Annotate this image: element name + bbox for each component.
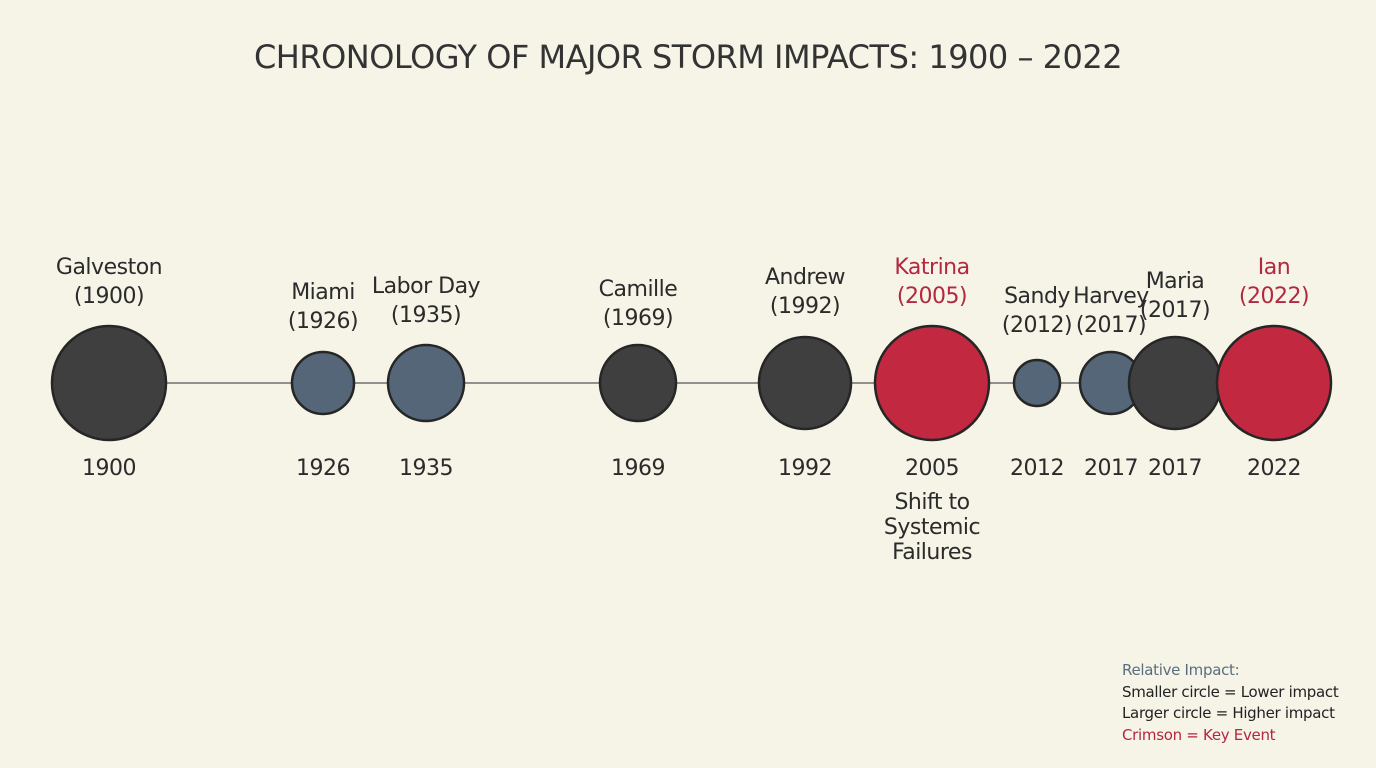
event-note-katrina: Shift to (894, 490, 969, 515)
legend-key-event: Crimson = Key Event (1122, 725, 1276, 744)
event-circle-galveston (50, 324, 168, 442)
event-circle-miami (290, 350, 356, 416)
event-year-label-labor-day: (1935) (391, 303, 461, 328)
event-year-label-galveston: (1900) (74, 284, 144, 309)
event-name-labor-day: Labor Day (372, 274, 481, 299)
event-name-maria: Maria (1146, 269, 1205, 294)
event-circle-sandy (1012, 358, 1062, 408)
event-name-miami: Miami (291, 280, 355, 305)
axis-year-andrew: 1992 (778, 456, 832, 481)
axis-year-ian: 2022 (1247, 456, 1301, 481)
axis-year-camille: 1969 (611, 456, 665, 481)
legend-small-circle: Smaller circle = Lower impact (1122, 682, 1339, 701)
event-name-andrew: Andrew (765, 265, 846, 290)
legend-title: Relative Impact: (1122, 661, 1240, 679)
legend: Relative Impact: Smaller circle = Lower … (1122, 660, 1372, 746)
event-year-label-katrina: (2005) (897, 284, 967, 309)
event-circle-andrew (757, 335, 853, 431)
event-year-label-camille: (1969) (603, 306, 673, 331)
event-circle-katrina (873, 324, 991, 442)
event-year-label-maria: (2017) (1140, 298, 1210, 323)
event-name-ian: Ian (1258, 255, 1290, 280)
event-year-label-miami: (1926) (288, 309, 358, 334)
axis-year-katrina: 2005 (905, 456, 959, 481)
event-year-label-harvey: (2017) (1076, 313, 1146, 338)
event-label-layer: Galveston (1900) 1900 Miami (1926) 1926 Labor … (56, 255, 1310, 565)
event-name-sandy: Sandy (1004, 284, 1070, 309)
event-circle-camille (598, 343, 678, 423)
event-note-katrina: Failures (892, 540, 972, 565)
event-name-galveston: Galveston (56, 255, 162, 280)
axis-year-harvey: 2017 (1084, 456, 1138, 481)
event-year-label-ian: (2022) (1239, 284, 1309, 309)
event-circle-maria (1127, 335, 1223, 431)
event-circle-layer (50, 324, 1333, 442)
axis-year-galveston: 1900 (82, 456, 136, 481)
event-year-label-andrew: (1992) (770, 294, 840, 319)
event-note-katrina: Systemic (884, 515, 980, 540)
event-circle-labor-day (386, 343, 466, 423)
event-name-katrina: Katrina (894, 255, 969, 280)
axis-year-miami: 1926 (296, 456, 350, 481)
event-year-label-sandy: (2012) (1002, 313, 1072, 338)
axis-year-sandy: 2012 (1010, 456, 1064, 481)
event-circle-ian (1215, 324, 1333, 442)
axis-year-labor-day: 1935 (399, 456, 453, 481)
chart-title: CHRONOLOGY OF MAJOR STORM IMPACTS: 1900 … (253, 38, 1123, 76)
event-name-camille: Camille (599, 277, 678, 302)
event-name-harvey: Harvey (1073, 284, 1149, 309)
axis-year-maria: 2017 (1148, 456, 1202, 481)
legend-large-circle: Larger circle = Higher impact (1122, 704, 1335, 722)
